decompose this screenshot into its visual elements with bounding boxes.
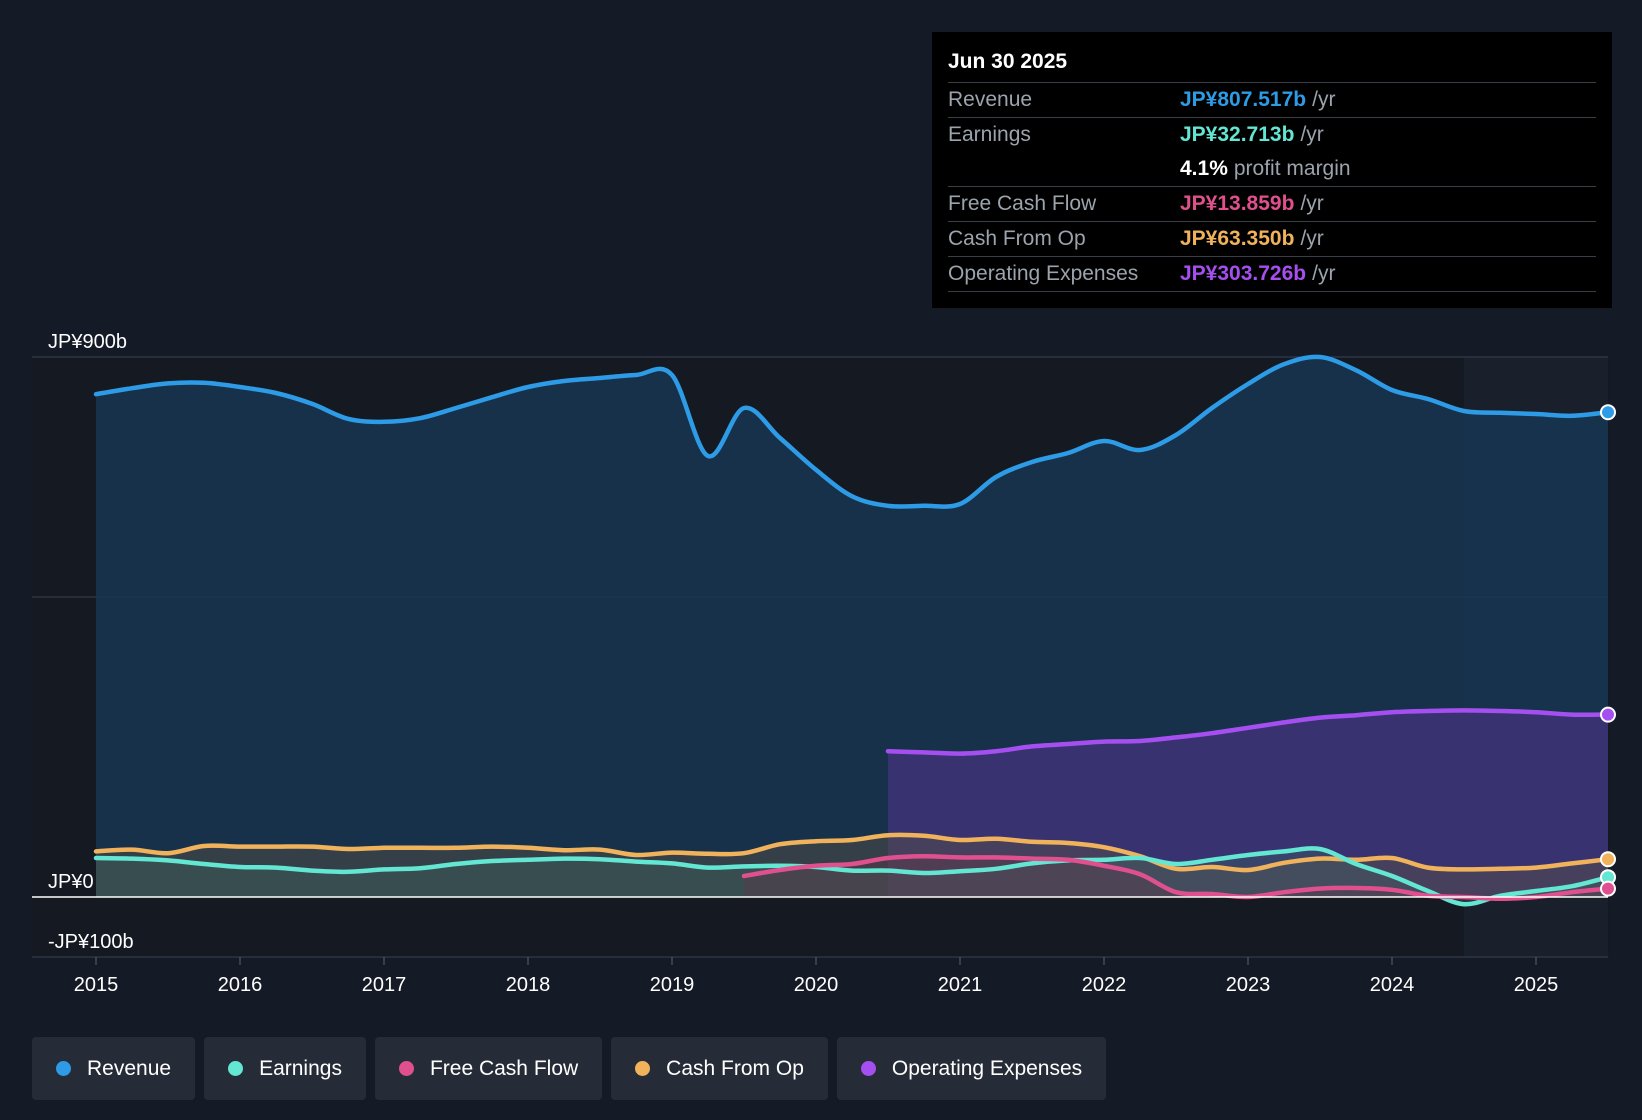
legend-label: Revenue: [87, 1056, 172, 1080]
line-earnings: [93, 846, 1611, 907]
legend-label: Earnings: [259, 1056, 342, 1080]
tooltip-unit: /yr: [1312, 262, 1336, 285]
tooltip-divider: [948, 291, 1596, 292]
legend-item-operating-expenses[interactable]: Operating Expenses: [836, 1037, 1107, 1100]
x-tick-label: 2023: [1226, 974, 1271, 996]
tooltip-value: 4.1%: [1180, 157, 1228, 180]
tooltip-label: Cash From Op: [948, 227, 1086, 250]
tooltip-unit: /yr: [1300, 123, 1324, 146]
tooltip-label: Free Cash Flow: [948, 192, 1097, 215]
end-dot-operating-expenses: [1600, 706, 1616, 723]
tooltip-unit: /yr: [1300, 192, 1324, 215]
legend-dot-icon: [860, 1061, 876, 1076]
tooltip-row-revenue: Revenue JP¥807.517b /yr: [948, 82, 1596, 117]
x-tick-label: 2020: [794, 974, 839, 996]
legend-dot-icon: [398, 1061, 414, 1076]
tooltip-row-cash-from-op: Cash From Op JP¥63.350b /yr: [948, 221, 1596, 256]
tooltip-row-earnings: Earnings JP¥32.713b /yr: [948, 117, 1596, 152]
x-tick-label: 2017: [362, 974, 407, 996]
area-free-cash-flow: [744, 856, 1608, 899]
tooltip-value: JP¥63.350b: [1180, 227, 1295, 250]
tooltip-row-operating-expenses: Operating Expenses JP¥303.726b /yr: [948, 256, 1596, 291]
tooltip-unit: profit margin: [1233, 157, 1351, 180]
end-dot-cash-from-op: [1600, 851, 1616, 868]
area-operating-expenses: [888, 710, 1608, 897]
x-tick-label: 2025: [1514, 974, 1559, 996]
axis-label-layer: JP¥900b JP¥0 -JP¥100b 2015 2016 2017 2018 2019 2…: [48, 331, 1558, 996]
tooltip-value: JP¥303.726b: [1180, 262, 1307, 285]
x-tick-label: 2018: [506, 974, 551, 996]
tooltip-value: JP¥32.713b: [1180, 123, 1295, 146]
legend-item-cash-from-op[interactable]: Cash From Op: [611, 1037, 828, 1100]
legend-label: Free Cash Flow: [429, 1056, 579, 1080]
line-operating-expenses: [885, 708, 1611, 756]
tooltip-panel: Jun 30 2025 Revenue JP¥807.517b /yr Earn…: [932, 32, 1612, 308]
x-tick-label: 2015: [74, 974, 119, 996]
legend-dot-icon: [228, 1061, 244, 1076]
tooltip-value: JP¥13.859b: [1180, 192, 1295, 215]
tooltip-label: Earnings: [948, 123, 1031, 146]
y-tick-label: JP¥0: [48, 871, 94, 893]
tooltip-value: JP¥807.517b: [1180, 88, 1307, 111]
tooltip-date: Jun 30 2025: [948, 50, 1068, 73]
y-tick-label: -JP¥100b: [48, 931, 134, 953]
tooltip-unit: /yr: [1312, 88, 1336, 111]
x-tick-label: 2022: [1082, 974, 1127, 996]
tooltip-row-free-cash-flow: Free Cash Flow JP¥13.859b /yr: [948, 186, 1596, 221]
end-dot-revenue: [1600, 404, 1616, 421]
legend-item-free-cash-flow[interactable]: Free Cash Flow: [374, 1037, 603, 1100]
legend-label: Cash From Op: [666, 1056, 804, 1080]
line-cash-from-op: [93, 832, 1611, 873]
legend: Revenue Earnings Free Cash Flow Cash Fro…: [32, 1037, 1115, 1100]
legend-dot-icon: [635, 1061, 651, 1076]
end-dot-layer: [1600, 404, 1616, 897]
legend-item-earnings[interactable]: Earnings: [204, 1037, 366, 1100]
x-tick-label: 2024: [1370, 974, 1415, 996]
line-layer: [93, 354, 1611, 907]
x-tick-label: 2016: [218, 974, 263, 996]
legend-label: Operating Expenses: [891, 1056, 1083, 1080]
tooltip-label: Operating Expenses: [948, 262, 1139, 285]
tooltip-label: Revenue: [948, 88, 1033, 111]
tooltip-unit: /yr: [1300, 227, 1324, 250]
x-tick-label: 2019: [650, 974, 695, 996]
end-dot-free-cash-flow: [1600, 880, 1616, 897]
legend-item-revenue[interactable]: Revenue: [32, 1037, 196, 1100]
y-tick-label: JP¥900b: [48, 331, 127, 353]
x-tick-label: 2021: [938, 974, 983, 996]
tooltip-row-profit-margin: 4.1% profit margin: [948, 152, 1596, 186]
line-revenue: [93, 354, 1611, 509]
legend-dot-icon: [56, 1061, 71, 1076]
